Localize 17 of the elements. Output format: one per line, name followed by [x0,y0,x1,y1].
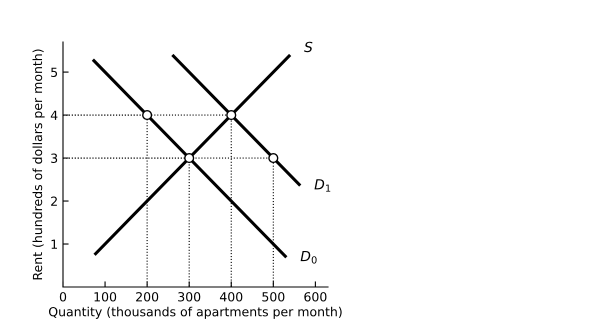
x-tick-label: 500 [262,292,284,302]
y-axis-title: Rent (hundreds of dollars per month) [32,49,45,280]
y-tick-label: 5 [51,68,58,78]
y-tick-label: 1 [52,240,57,249]
series-label: D$_{0}$ [300,251,317,264]
x-tick-label: 600 [304,292,326,302]
y-tick-label: 4 [50,110,58,120]
y-tick-label: 2 [51,196,57,206]
x-tick-label: 300 [178,292,200,302]
series-label: D$_{1}$ [314,179,330,192]
x-tick-label: 200 [136,292,158,302]
series-label: S [304,42,312,52]
x-tick-label: 100 [94,292,116,302]
y-tick-label: 3 [51,154,58,163]
x-axis-title: Quantity (thousands of apartments per month) [48,306,342,319]
x-tick-label: 400 [220,292,242,302]
x-tick-label: 0 [60,292,66,302]
